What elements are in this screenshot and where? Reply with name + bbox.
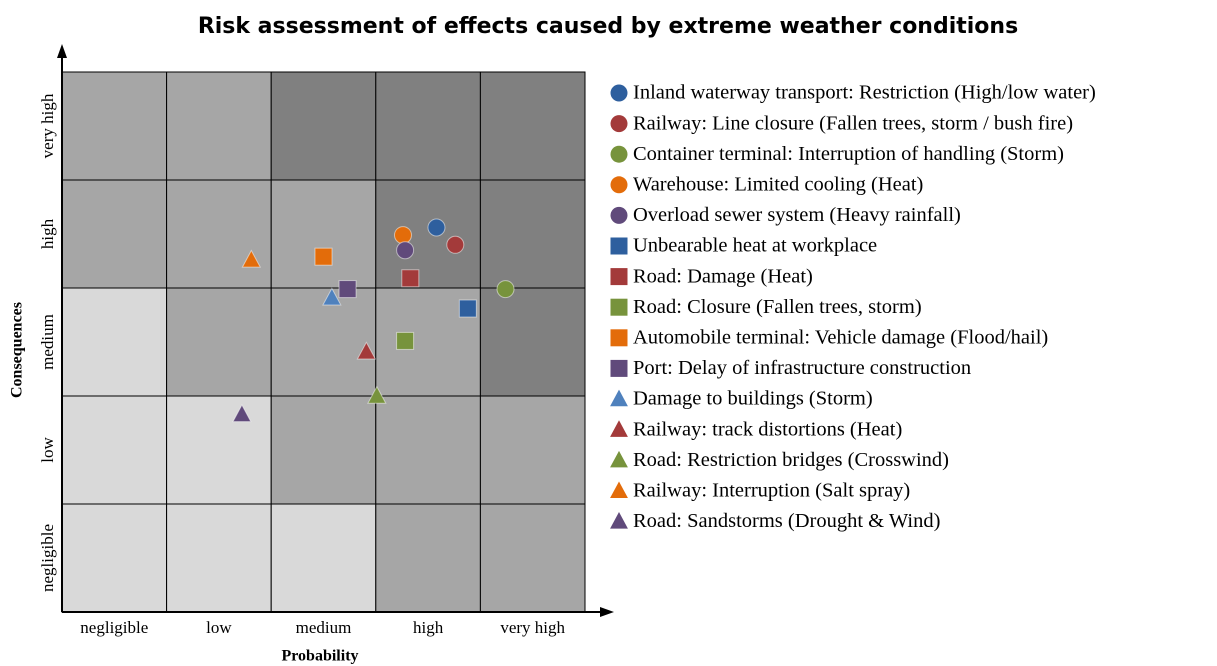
risk-cell [479,287,586,397]
legend-marker [610,176,628,194]
y-axis-label: Consequences [9,302,26,398]
legend-label: Inland waterway transport: Restriction (… [633,82,1096,104]
x-tick-label: negligible [80,618,148,637]
data-point [458,299,477,318]
x-tick-label: very high [500,618,565,637]
legend-marker [610,481,628,499]
legend-marker [610,329,628,347]
data-point [241,249,262,268]
legend-label: Overload sewer system (Heavy rainfall) [633,204,961,226]
data-point [356,341,377,360]
data-point [446,235,465,254]
risk-cell [270,503,377,613]
data-point [496,280,515,299]
risk-cell [166,287,272,397]
y-tick-label: very high [38,93,57,158]
y-axis-arrow [57,44,67,58]
legend-marker [610,237,628,255]
data-point [367,385,387,404]
data-point [338,280,357,299]
risk-cell [61,503,168,613]
legend-label: Road: Restriction bridges (Crosswind) [633,449,949,471]
legend-label: Warehouse: Limited cooling (Heat) [633,174,923,196]
y-tick-label: high [38,218,57,249]
legend-marker [610,298,628,316]
data-point [393,226,412,245]
risk-cell [375,71,481,181]
cells [61,71,586,613]
data-point [401,269,420,288]
risk-cell [166,395,272,505]
risk-cell [479,179,586,289]
risk-cell [270,395,377,505]
data-point [396,331,415,350]
legend-label: Railway: Interruption (Salt spray) [633,480,910,502]
legend-label: Road: Sandstorms (Drought & Wind) [633,510,940,532]
risk-cell [61,287,168,397]
legend-marker [610,389,628,407]
data-point [314,247,333,266]
risk-cell [375,503,481,613]
y-tick-label: negligible [38,524,57,592]
risk-cell [61,71,168,181]
legend-marker [610,84,628,102]
data-point [396,241,415,260]
legend-marker [610,145,628,163]
risk-cell [479,71,586,181]
legend-marker [610,359,628,377]
risk-cell [375,179,481,289]
x-axis-arrow [600,607,614,617]
legend-marker [610,512,628,529]
data-point [322,287,342,306]
risk-cell [270,71,377,181]
x-tick-label: low [206,618,232,637]
y-tick-label: low [38,437,57,463]
risk-cell [270,179,377,289]
data-point [232,403,252,423]
risk-cell [61,395,168,505]
risk-cell [479,395,586,505]
legend-label: Port: Delay of infrastructure constructi… [633,357,971,379]
legend-marker [610,450,628,468]
risk-cell [270,287,377,397]
risk-cell [166,71,272,181]
risk-cell [375,395,481,505]
legend-marker [610,206,628,224]
legend-marker [610,115,628,133]
legend-label: Unbearable heat at workplace [633,235,877,257]
risk-cell [166,179,272,289]
y-tick-label: medium [38,314,57,370]
legend-marker [610,420,628,437]
legend-marker [610,268,628,286]
legend-label: Railway: track distortions (Heat) [633,418,902,440]
x-axis-label: Probability [281,648,358,665]
data-point [427,218,446,237]
risk-cell [61,179,168,289]
legend-label: Damage to buildings (Storm) [633,388,873,410]
x-tick-label: medium [296,618,352,637]
x-tick-label: high [413,618,444,637]
legend-label: Automobile terminal: Vehicle damage (Flo… [633,327,1048,349]
chart-title: Risk assessment of effects caused by ext… [198,14,1018,39]
legend-label: Road: Damage (Heat) [633,265,813,287]
risk-cell [479,503,586,613]
risk-cell [166,503,272,613]
legend-label: Container terminal: Interruption of hand… [633,143,1064,165]
legend-label: Railway: Line closure (Fallen trees, sto… [633,112,1073,134]
legend-label: Road: Closure (Fallen trees, storm) [633,296,922,318]
